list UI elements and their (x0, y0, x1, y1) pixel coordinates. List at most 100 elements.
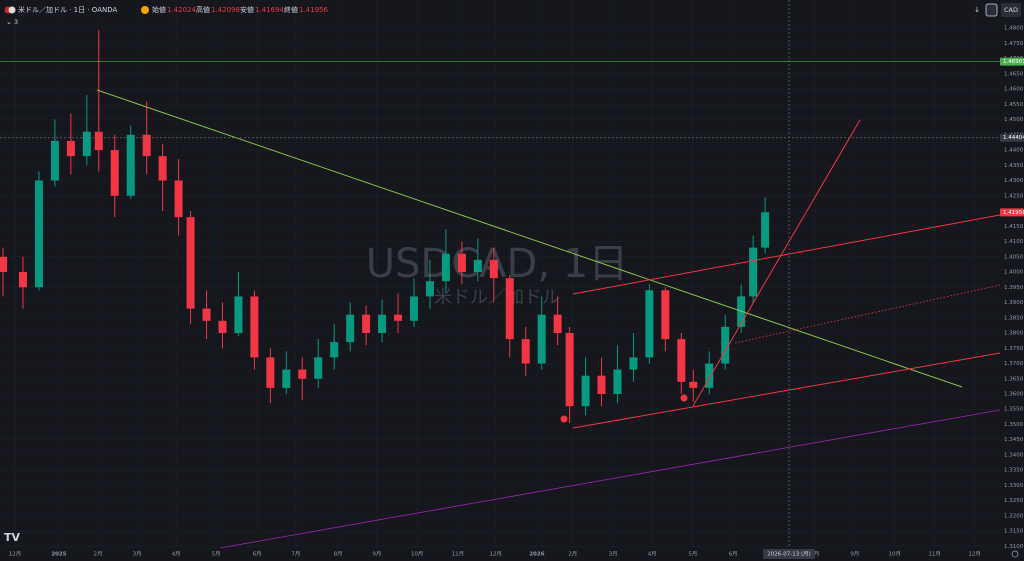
candle-body (126, 134, 135, 196)
y-tick-label: 1.4750 (1004, 41, 1024, 47)
x-tick-label: 7月 (291, 551, 300, 558)
x-tick-label: 2025 (51, 552, 66, 558)
settings-button[interactable] (985, 3, 998, 17)
candle-body (553, 314, 562, 334)
y-tick-label: 1.4800 (1004, 26, 1024, 32)
candle-body (110, 150, 119, 196)
candle-body (761, 212, 770, 248)
y-tick-label: 1.4550 (1004, 102, 1024, 108)
x-tick-label: 2月 (93, 551, 102, 558)
y-tick-label: 1.3700 (1004, 361, 1024, 367)
candle-body (378, 314, 387, 334)
ohlc-value: 1.42098 (211, 6, 240, 14)
ohlc-value: 1.41956 (299, 6, 328, 14)
y-tick-label: 1.4250 (1004, 193, 1024, 199)
crosshair-date: 2026-07-13 (月) (767, 551, 811, 558)
candle-body (362, 314, 371, 334)
candle-body (218, 320, 227, 334)
x-tick-label: 9月 (372, 551, 381, 558)
header: 米ドル／加ドル · 1日 · OANDA 始値 1.42024 高値 1.42098 安… (4, 3, 1021, 26)
candle-body (441, 253, 450, 282)
indicator-count[interactable]: 3 (14, 18, 18, 26)
x-tick-label: 5月 (212, 551, 221, 558)
price-marker-box (1000, 57, 1024, 66)
candle-body (314, 357, 323, 379)
tv-logo: TV (4, 531, 21, 544)
x-tick-label: 12月 (968, 551, 981, 558)
candle-body (34, 180, 43, 288)
y-tick-label: 1.4150 (1004, 224, 1024, 230)
flag-icon (8, 6, 16, 14)
time-settings[interactable] (1011, 550, 1019, 558)
candle-body (597, 375, 606, 394)
channel-upper (572, 214, 1001, 295)
x-tick-label: 6月 (729, 551, 738, 558)
candle-body (50, 140, 59, 181)
download-button[interactable] (972, 4, 982, 16)
currency-button[interactable] (1001, 3, 1021, 17)
x-tick-label: 4月 (172, 551, 181, 558)
y-tick-label: 1.3950 (1004, 285, 1024, 291)
candle-body (409, 296, 418, 321)
y-tick-label: 1.3600 (1004, 391, 1024, 397)
price-axis-labels: 1.48001.47501.47001.46501.46001.45501.45… (1004, 26, 1024, 550)
candle-body (457, 253, 466, 273)
ohlc-value: 1.41694 (255, 6, 284, 14)
y-tick-label: 1.3500 (1004, 422, 1024, 428)
ohlc-label: 高値 (196, 5, 210, 14)
y-tick-label: 1.3150 (1004, 529, 1024, 535)
watermark-subtitle: 米ドル／加ドル (434, 287, 560, 308)
y-tick-label: 1.4350 (1004, 163, 1024, 169)
candle-body (613, 369, 622, 394)
x-tick-label: 2026 (529, 552, 544, 558)
currency-label: CAD (1004, 6, 1018, 14)
candle-body (537, 314, 546, 364)
x-tick-label: 3月 (609, 551, 618, 558)
logo[interactable]: TV (4, 531, 21, 544)
y-tick-label: 1.4400 (1004, 148, 1024, 154)
y-tick-label: 1.4000 (1004, 270, 1024, 276)
status-icon (141, 6, 149, 14)
indicators-toggle[interactable]: ⌄ (6, 18, 12, 26)
y-tick-label: 1.3750 (1004, 346, 1024, 352)
y-tick-label: 1.4100 (1004, 239, 1024, 245)
ohlc-label: 安値 (240, 5, 254, 14)
y-tick-label: 1.3800 (1004, 331, 1024, 337)
candle-body (489, 259, 498, 279)
candle-body (266, 357, 275, 388)
y-tick-label: 1.3650 (1004, 376, 1024, 382)
y-tick-label: 1.4300 (1004, 178, 1024, 184)
price-marker-labels: 1.46901 1.44404 1.41956 (1000, 57, 1024, 217)
x-tick-label: 9月 (850, 551, 859, 558)
candle-body (94, 131, 103, 151)
x-tick-label: 3月 (133, 551, 142, 558)
alert-dot[interactable] (680, 394, 688, 402)
candles (0, 30, 770, 423)
candle-body (645, 290, 654, 358)
y-tick-label: 1.3550 (1004, 407, 1024, 413)
candle-body (202, 308, 211, 321)
channel-lower (572, 352, 1001, 429)
candle-body (689, 381, 698, 388)
y-tick-label: 1.3200 (1004, 513, 1024, 519)
price-axis (1000, 0, 1024, 548)
alert-dot[interactable] (560, 415, 568, 423)
x-tick-label: 12月 (490, 551, 503, 558)
candle-body (234, 296, 243, 334)
candle-body (18, 272, 27, 288)
drawings (96, 89, 1001, 549)
price-marker-label: 1.46901 (1003, 59, 1024, 65)
candle-body (66, 140, 75, 157)
x-tick-label: 6月 (253, 551, 262, 558)
time-axis (0, 548, 1024, 561)
candle-body (0, 256, 8, 273)
x-tick-label: 11月 (452, 551, 465, 558)
candle-body (174, 180, 183, 218)
candle-body (298, 369, 307, 379)
price-marker-box (1000, 208, 1024, 217)
crosshair-date: 2026-07-13 (月) (763, 549, 816, 559)
x-tick-label: 11月 (928, 551, 941, 558)
candle-body (629, 357, 638, 370)
candle-body (521, 339, 530, 364)
